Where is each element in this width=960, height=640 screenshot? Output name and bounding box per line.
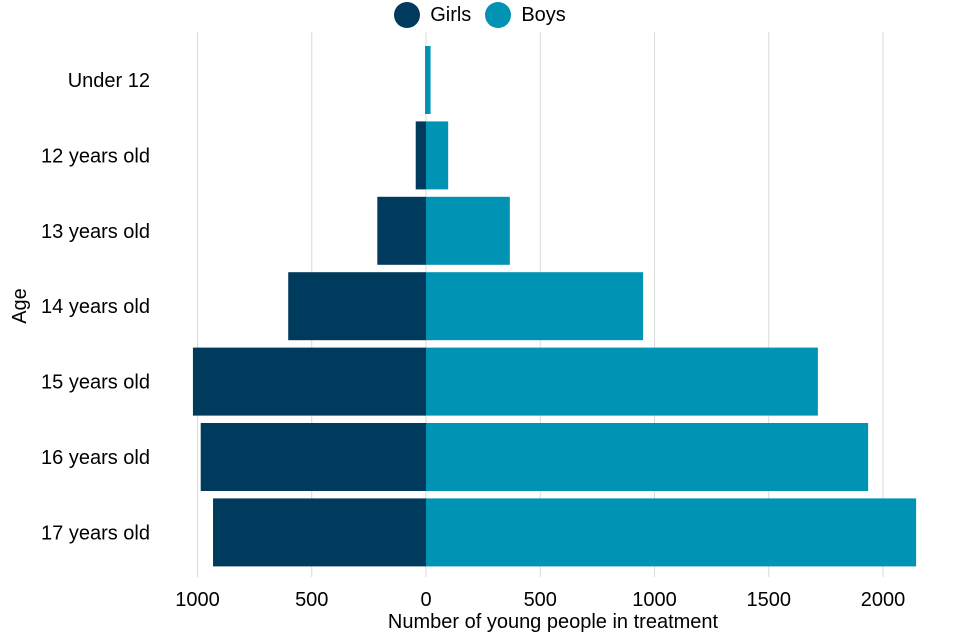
bar-girls-0 bbox=[425, 46, 426, 114]
x-tick-label: 1000 bbox=[632, 589, 677, 611]
x-tick-label: 2000 bbox=[861, 589, 906, 611]
bar-girls-4 bbox=[192, 347, 426, 416]
bar-girls-2 bbox=[377, 196, 426, 265]
bar-boys-5 bbox=[426, 423, 869, 491]
y-tick-label: 13 years old bbox=[41, 221, 150, 243]
legend-swatch-boys bbox=[485, 2, 512, 28]
y-tick-labels: Under 12 12 years old 13 years old 14 years… bbox=[41, 70, 150, 544]
x-tick-label: 1000 bbox=[175, 589, 220, 611]
legend: Girls Boys bbox=[0, 0, 960, 30]
bar-boys-1 bbox=[426, 121, 449, 190]
legend-item-girls: Girls bbox=[394, 2, 471, 28]
y-tick-label: 16 years old bbox=[41, 447, 150, 469]
x-tick-label: 500 bbox=[295, 589, 328, 611]
bar-boys-4 bbox=[426, 347, 818, 416]
x-tick-label: 500 bbox=[524, 589, 557, 611]
x-tick-label: 0 bbox=[420, 589, 431, 611]
x-tick-labels: 1000 500 0 500 1000 1500 2000 bbox=[175, 589, 905, 611]
y-tick-label: 12 years old bbox=[41, 145, 150, 167]
bar-girls-5 bbox=[200, 423, 426, 491]
y-axis-title: Age bbox=[9, 288, 31, 324]
bar-girls-6 bbox=[213, 498, 426, 567]
bar-boys-0 bbox=[426, 46, 431, 114]
y-tick-label: 17 years old bbox=[41, 522, 150, 544]
bar-girls-1 bbox=[415, 121, 426, 190]
bars bbox=[192, 46, 917, 567]
bar-boys-2 bbox=[426, 196, 510, 265]
bar-girls-3 bbox=[288, 272, 426, 341]
bar-boys-6 bbox=[426, 498, 917, 567]
legend-label-girls: Girls bbox=[430, 3, 472, 26]
x-axis-title: Number of young people in treatment bbox=[388, 611, 719, 633]
y-tick-label: Under 12 bbox=[68, 70, 150, 92]
y-tick-label: 14 years old bbox=[41, 296, 150, 318]
bar-boys-3 bbox=[426, 272, 644, 341]
legend-swatch-girls bbox=[394, 2, 421, 28]
y-tick-label: 15 years old bbox=[41, 372, 150, 394]
legend-label-boys: Boys bbox=[521, 3, 566, 26]
legend-item-boys: Boys bbox=[485, 2, 566, 28]
x-tick-label: 1500 bbox=[747, 589, 792, 611]
